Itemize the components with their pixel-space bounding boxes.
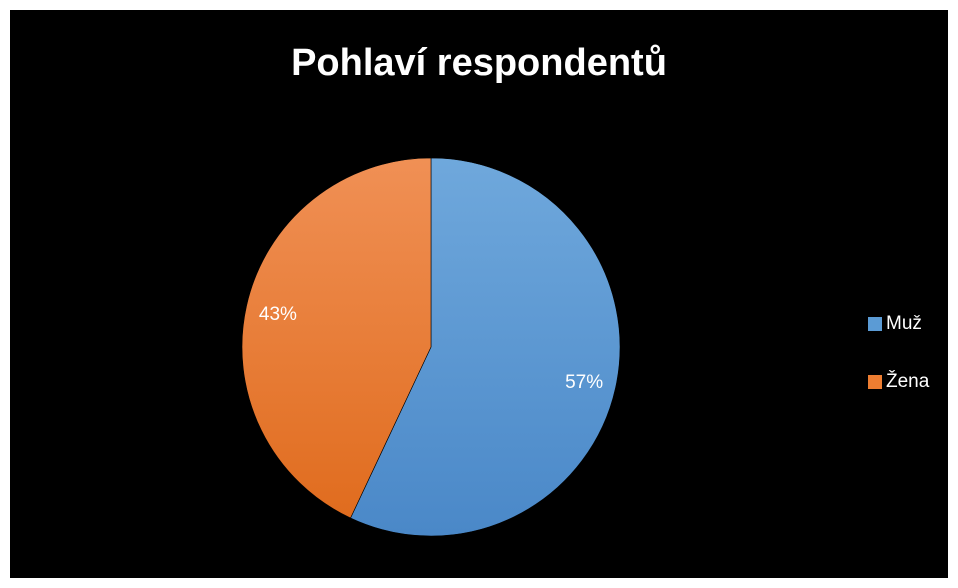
legend-item-muz: Muž bbox=[868, 312, 948, 336]
legend-item-zena: Žena bbox=[868, 370, 948, 394]
legend: Muž Žena bbox=[868, 312, 948, 428]
pie-slice-zena bbox=[241, 157, 432, 519]
pie-chart: 57% 43% bbox=[241, 157, 621, 537]
legend-swatch-muz bbox=[868, 317, 882, 331]
legend-label-zena: Žena bbox=[886, 371, 930, 392]
chart-title: Pohlaví respondentů bbox=[291, 42, 667, 84]
legend-swatch-zena bbox=[868, 375, 882, 389]
data-label-zena: 43% bbox=[259, 304, 297, 325]
data-label-muz: 57% bbox=[565, 372, 603, 393]
legend-label-muz: Muž bbox=[886, 313, 922, 334]
chart-area: 57% 43% Pohlaví respondentů Muž Žena bbox=[10, 10, 948, 578]
pie-slice-muz bbox=[350, 157, 621, 537]
